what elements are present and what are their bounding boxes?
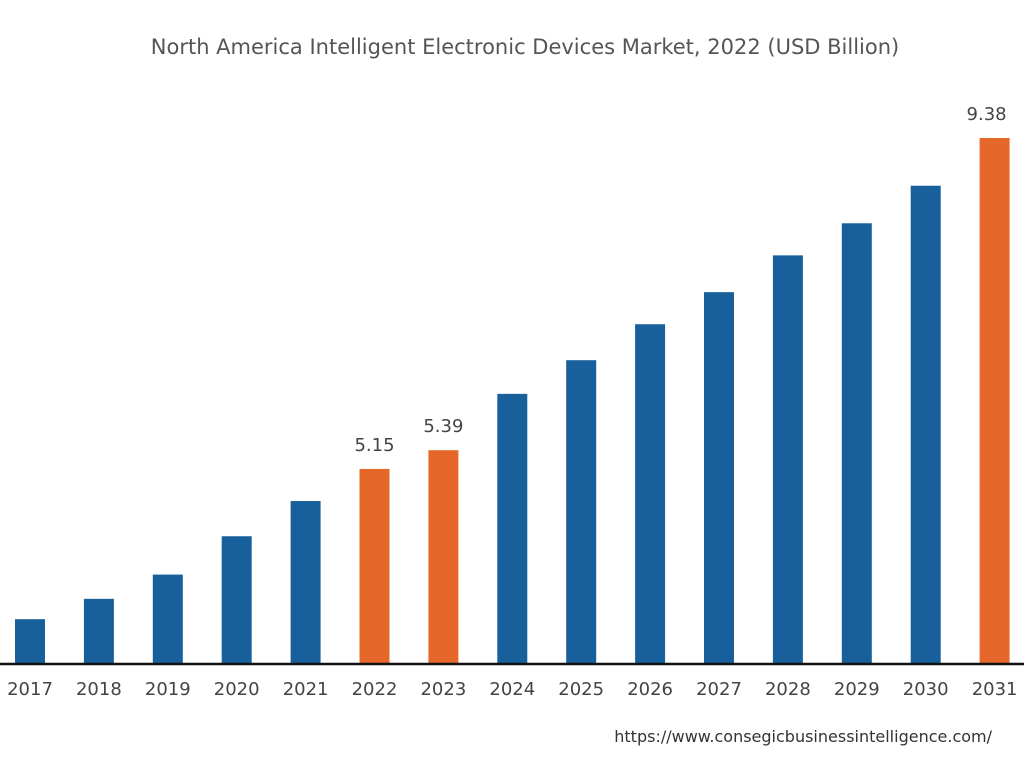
data-label-2031: 9.38 (967, 104, 1007, 125)
x-tick-label: 2031 (972, 679, 1018, 700)
x-tick-label: 2019 (145, 679, 191, 700)
bar-2017 (15, 619, 45, 663)
bar-2030 (910, 185, 941, 663)
x-tick-label: 2024 (489, 679, 535, 700)
bar-2023 (428, 450, 459, 663)
bar-2020 (221, 536, 252, 663)
bar-2031 (979, 138, 1010, 663)
x-tick-label: 2022 (352, 679, 398, 700)
chart-title: North America Intelligent Electronic Dev… (150, 35, 900, 59)
bar-2018 (83, 598, 114, 663)
data-label-2022: 5.15 (354, 435, 394, 456)
bar-2026 (635, 324, 666, 663)
source-url[interactable]: https://www.consegicbusinessintelligence… (614, 727, 992, 746)
x-tick-label: 2021 (283, 679, 329, 700)
x-tick-label: 2017 (7, 679, 53, 700)
x-tick-label: 2026 (627, 679, 673, 700)
bar-2019 (152, 574, 183, 663)
x-tick-label: 2028 (765, 679, 811, 700)
bar-2029 (841, 223, 872, 664)
data-label-2023: 5.39 (423, 416, 463, 437)
x-tick-label: 2029 (834, 679, 880, 700)
x-tick-label: 2025 (558, 679, 604, 700)
x-tick-label: 2020 (214, 679, 260, 700)
bar-2022 (359, 468, 390, 663)
bar-2025 (566, 360, 597, 663)
bar-2028 (772, 255, 803, 663)
x-tick-label: 2018 (76, 679, 122, 700)
x-tick-label: 2023 (420, 679, 466, 700)
bar-2021 (290, 501, 321, 663)
bar-2024 (497, 393, 528, 663)
x-tick-label: 2030 (903, 679, 949, 700)
bar-2027 (704, 292, 734, 663)
x-tick-label: 2027 (696, 679, 742, 700)
